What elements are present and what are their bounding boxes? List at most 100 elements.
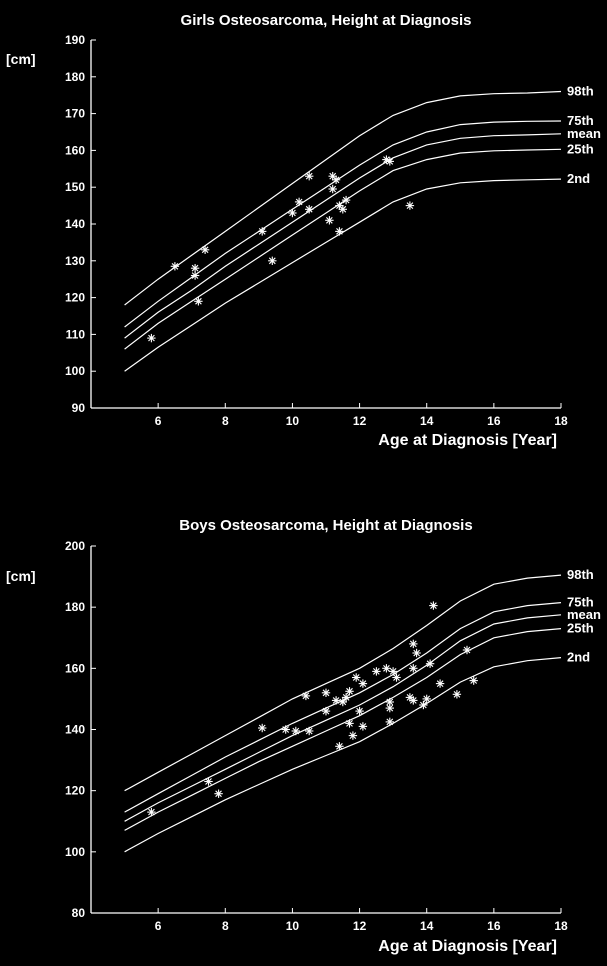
girls-x-tick-label: 18 — [554, 414, 568, 428]
boys-patient-point — [358, 679, 368, 688]
boys-patient-point — [385, 717, 394, 727]
boys-y-tick-label: 140 — [65, 723, 85, 737]
boys-patient-point — [435, 679, 445, 688]
girls-curve-label-25th: 25th — [567, 141, 594, 156]
boys-patient-point — [409, 639, 418, 649]
girls-patient-point — [194, 297, 203, 306]
boys-curve-label-25th: 25th — [567, 621, 594, 636]
girls-curve-label-mean: mean — [567, 126, 601, 141]
boys-x-tick-label: 10 — [286, 919, 300, 933]
boys-patient-point — [372, 667, 381, 676]
boys-patient-point — [338, 697, 347, 707]
boys-patient-point — [147, 807, 156, 817]
girls-patient-point — [190, 271, 200, 280]
boys-patient-point — [301, 691, 311, 701]
girls-chart-panel: Girls Osteosarcoma, Height at Diagnosis … — [6, 12, 601, 449]
girls-x-axis-label: Age at Diagnosis [Year] — [378, 432, 557, 449]
girls-y-tick-label: 140 — [65, 217, 85, 231]
girls-x-tick-label: 14 — [420, 414, 434, 428]
boys-patient-point — [425, 659, 435, 668]
girls-x-tick-label: 8 — [222, 414, 229, 428]
boys-x-tick-label: 14 — [420, 919, 434, 933]
boys-curve-mean — [124, 614, 562, 822]
boys-patient-point — [331, 696, 341, 705]
boys-patient-point — [469, 676, 478, 685]
girls-y-axis-label: [cm] — [6, 51, 36, 67]
girls-x-tick-label: 10 — [286, 414, 300, 428]
boys-patient-point — [392, 673, 401, 682]
boys-y-tick-label: 180 — [65, 600, 85, 614]
boys-patient-point — [345, 719, 354, 728]
girls-patient-point — [328, 184, 337, 194]
boys-curve-label-mean: mean — [567, 607, 601, 622]
girls-patient-point — [200, 245, 210, 254]
boys-patient-point — [388, 667, 398, 676]
boys-chart-title: Boys Osteosarcoma, Height at Diagnosis — [179, 517, 472, 534]
girls-patient-point — [147, 333, 156, 343]
girls-y-tick-label: 130 — [65, 254, 85, 268]
boys-y-tick-label: 160 — [65, 661, 85, 675]
boys-patient-point — [348, 731, 358, 740]
girls-patient-point — [325, 216, 334, 225]
boys-curve-2nd — [124, 657, 562, 853]
girls-y-tick-label: 150 — [65, 180, 85, 194]
girls-curve-label-75th: 75th — [567, 113, 594, 128]
girls-x-tick-label: 16 — [487, 414, 501, 428]
boys-patient-point — [409, 664, 418, 673]
boys-y-axis-label: [cm] — [6, 568, 36, 584]
boys-curve-98th — [124, 574, 562, 792]
boys-patient-point — [345, 687, 354, 696]
boys-chart-panel: Boys Osteosarcoma, Height at Diagnosis [… — [6, 517, 601, 955]
boys-curve-label-2nd: 2nd — [567, 650, 590, 665]
boys-y-tick-label: 120 — [65, 784, 85, 798]
girls-curve-mean — [124, 133, 562, 339]
boys-patient-point — [382, 664, 391, 673]
girls-curve-98th — [124, 90, 562, 306]
boys-patient-point — [321, 688, 331, 697]
girls-y-tick-label: 190 — [65, 33, 85, 47]
boys-patient-point — [281, 725, 290, 734]
boys-x-tick-label: 16 — [487, 919, 501, 933]
girls-curve-label-2nd: 2nd — [567, 171, 590, 186]
girls-y-tick-label: 90 — [72, 401, 86, 415]
boys-curve-25th — [124, 628, 562, 831]
girls-patient-point — [341, 195, 351, 205]
boys-patient-point — [462, 645, 472, 655]
boys-patient-point — [419, 700, 428, 710]
girls-x-tick-label: 12 — [353, 414, 367, 428]
girls-x-tick-label: 6 — [155, 414, 162, 428]
girls-patient-point — [258, 227, 267, 236]
girls-y-tick-label: 110 — [66, 327, 86, 341]
boys-patient-point — [352, 673, 361, 682]
girls-curve-25th — [124, 148, 562, 350]
boys-y-tick-label: 200 — [65, 539, 85, 553]
boys-x-axis-label: Age at Diagnosis [Year] — [378, 938, 557, 955]
boys-patient-point — [305, 726, 314, 736]
boys-patient-point — [335, 742, 344, 751]
girls-patient-point — [170, 262, 180, 271]
boys-patient-point — [358, 722, 368, 731]
girls-patient-point — [331, 175, 341, 184]
boys-patient-point — [429, 601, 438, 610]
girls-patient-point — [335, 227, 344, 236]
girls-patient-point — [382, 155, 391, 164]
boys-patient-point — [321, 706, 331, 716]
girls-curve-2nd — [124, 178, 562, 372]
boys-patient-point — [258, 723, 267, 733]
girls-curve-label-98th: 98th — [567, 84, 594, 99]
girls-patient-point — [294, 197, 304, 207]
girls-patient-point — [385, 157, 394, 166]
boys-curve-label-98th: 98th — [567, 567, 594, 582]
boys-x-tick-label: 18 — [554, 919, 568, 933]
boys-patient-point — [409, 696, 418, 705]
girls-y-tick-label: 120 — [65, 291, 85, 305]
boys-patient-point — [452, 690, 462, 699]
boys-patient-point — [385, 703, 394, 713]
girls-patient-point — [288, 208, 297, 218]
boys-patient-point — [341, 693, 351, 702]
boys-patient-point — [355, 706, 364, 716]
girls-y-tick-label: 180 — [65, 70, 85, 84]
boys-patient-point — [214, 789, 223, 798]
girls-y-tick-label: 170 — [65, 107, 85, 121]
